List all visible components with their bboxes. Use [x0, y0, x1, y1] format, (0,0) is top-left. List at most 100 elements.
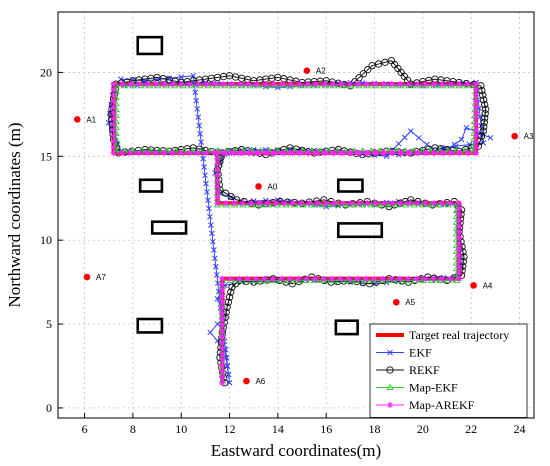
star-marker: [397, 149, 404, 156]
star-marker: [211, 81, 218, 88]
x-marker: [195, 114, 202, 121]
x-tick-label: 10: [175, 422, 187, 436]
star-marker: [473, 81, 480, 88]
anchor-a1: [74, 116, 81, 123]
circle-marker: [225, 293, 234, 301]
legend-label: Map-AREKF: [409, 398, 475, 412]
star-marker: [379, 275, 386, 282]
triangle-marker: [375, 201, 384, 208]
star-marker: [306, 200, 313, 207]
star-marker: [430, 149, 437, 156]
star-marker: [110, 81, 117, 88]
plot-frame: [57, 11, 535, 419]
star-marker: [456, 149, 463, 156]
star-marker: [110, 149, 117, 156]
star-marker: [239, 200, 246, 207]
star-marker: [388, 81, 395, 88]
circle-marker: [479, 91, 487, 99]
star-marker: [152, 149, 159, 156]
circle-marker: [381, 58, 389, 66]
star-marker: [422, 149, 429, 156]
x-marker: [178, 74, 185, 80]
anchor-label: A3: [524, 132, 534, 141]
star-marker: [270, 275, 277, 282]
star-marker: [194, 81, 201, 88]
circle-marker: [221, 189, 230, 197]
circle-marker: [478, 86, 486, 95]
star-marker: [219, 339, 226, 346]
star-marker: [439, 81, 446, 88]
star-marker: [363, 81, 370, 88]
star-marker: [329, 81, 336, 88]
star-marker: [456, 252, 463, 259]
star-marker: [110, 144, 117, 151]
star-marker: [456, 206, 463, 213]
star-marker: [405, 275, 412, 282]
star-marker: [219, 373, 226, 380]
star-marker: [372, 200, 379, 207]
x-marker: [208, 222, 214, 228]
anchor-a0: [255, 183, 262, 190]
x-marker: [190, 72, 197, 79]
star-marker: [473, 86, 480, 93]
x-marker: [196, 122, 203, 129]
anchor-a7: [83, 273, 91, 281]
star-marker: [178, 81, 185, 88]
x-tick-label: 18: [369, 422, 381, 436]
star-marker: [422, 200, 429, 207]
star-marker: [389, 200, 396, 207]
star-marker: [396, 275, 403, 282]
star-marker: [287, 81, 294, 88]
star-marker: [287, 149, 294, 156]
star-marker: [144, 81, 151, 88]
star-marker: [110, 121, 117, 128]
x-marker: [487, 134, 494, 141]
star-marker: [473, 132, 480, 139]
star-marker: [439, 275, 446, 282]
star-marker: [304, 149, 311, 156]
star-marker: [331, 200, 338, 207]
x-marker: [194, 106, 201, 112]
star-marker: [371, 81, 378, 88]
star-marker: [178, 149, 185, 156]
star-marker: [473, 92, 480, 99]
star-marker: [381, 200, 388, 207]
x-axis-label: Eastward coordinates(m): [211, 441, 381, 460]
star-marker: [447, 149, 454, 156]
x-marker: [204, 189, 210, 195]
x-marker: [207, 213, 213, 220]
series-map-arekf: [110, 81, 480, 386]
circle-marker: [227, 288, 235, 296]
star-marker: [456, 235, 463, 242]
anchor-label: A5: [405, 298, 415, 307]
circle-marker: [479, 127, 487, 135]
star-marker: [219, 316, 226, 323]
star-marker: [363, 275, 370, 282]
y-tick-label: 15: [40, 149, 52, 163]
star-marker: [264, 200, 271, 207]
star-marker: [219, 287, 226, 294]
star-marker: [456, 269, 463, 276]
y-tick-label: 0: [46, 401, 52, 415]
star-marker: [219, 327, 226, 334]
star-marker: [456, 229, 463, 236]
anchor-label: A4: [483, 281, 493, 290]
x-marker: [207, 329, 214, 336]
star-marker: [431, 200, 438, 207]
star-marker: [237, 149, 244, 156]
star-marker: [473, 126, 480, 133]
star-marker: [169, 81, 176, 88]
star-marker: [337, 275, 344, 282]
star-marker: [346, 149, 353, 156]
star-marker: [422, 275, 429, 282]
star-marker: [110, 104, 117, 111]
star-marker: [329, 275, 336, 282]
star-marker: [422, 81, 429, 88]
star-marker: [286, 275, 293, 282]
star-marker: [219, 281, 226, 288]
legend: Target real trajectory EKF REKF Map-EKF Map-…: [369, 323, 528, 418]
star-marker: [110, 126, 117, 133]
star-marker: [245, 149, 252, 156]
star-marker: [152, 81, 159, 88]
star-marker: [296, 149, 303, 156]
